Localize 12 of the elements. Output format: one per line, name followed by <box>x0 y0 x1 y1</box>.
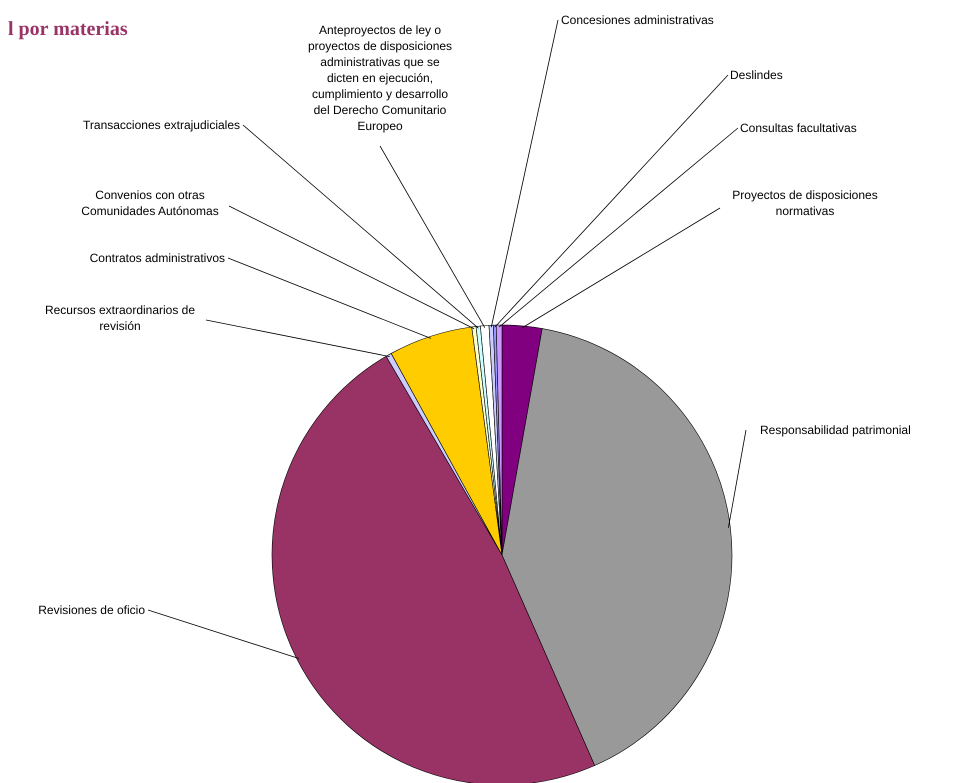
slice-label: Responsabilidad patrimonial <box>760 423 911 437</box>
slice-label: Transacciones extrajudiciales <box>83 118 240 132</box>
slice-label: Consultas facultativas <box>740 121 857 135</box>
slice-label: Deslindes <box>730 68 783 82</box>
slice-label: Revisiones de oficio <box>38 603 146 617</box>
slice-label: Convenios con otras Comunidades Autónomas <box>81 188 219 218</box>
slice-label: Contratos administrativos <box>90 251 225 265</box>
slice-label: Proyectos de disposiciones normativas <box>732 188 878 218</box>
chart-title: l por materias <box>8 18 128 41</box>
slice-label: Anteproyectos de ley o proyectos de disposiciones administrativas que se dicten en ejecución, cumplimiento y desarrollo del Derecho Comunitario Europeo <box>308 23 452 133</box>
slice-label: Recursos extraordinarios de revisión <box>44 303 196 333</box>
slice-label: Concesiones administrativas <box>561 13 714 27</box>
